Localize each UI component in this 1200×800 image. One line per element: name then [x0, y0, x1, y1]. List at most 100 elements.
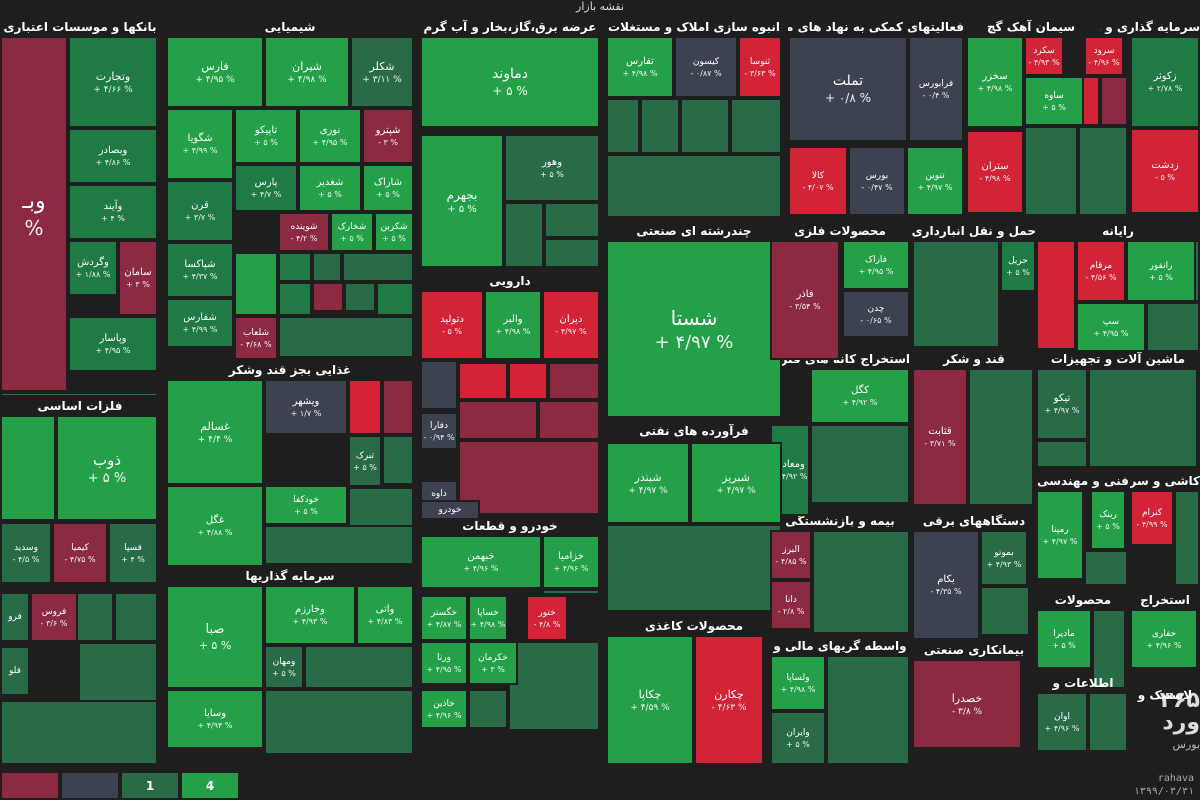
- stock-tile[interactable]: چدن - ۰/۶۵ %: [842, 290, 910, 338]
- stock-tile-unlabeled[interactable]: [0, 700, 158, 765]
- stock-tile[interactable]: زکوثر + ۲/۷۸ %: [1130, 36, 1200, 128]
- stock-tile-unlabeled[interactable]: [74, 592, 114, 642]
- stock-tile[interactable]: وهور + ۵ %: [504, 134, 600, 202]
- stock-tile[interactable]: شغدیر + ۵ %: [298, 164, 362, 212]
- stock-tile-unlabeled[interactable]: [278, 282, 312, 316]
- stock-tile[interactable]: واتی + ۴/۸۳ %: [356, 585, 414, 645]
- stock-tile-unlabeled[interactable]: [468, 689, 508, 729]
- stock-tile[interactable]: ورنا + ۴/۹۵ %: [420, 641, 468, 685]
- stock-tile[interactable]: کیسون - ۰/۸۷ %: [674, 36, 738, 98]
- stock-tile[interactable]: فرابورس - ۰/۴ %: [908, 36, 964, 142]
- stock-tile[interactable]: مرقام - ۴/۵۶ %: [1076, 240, 1126, 302]
- stock-tile-unlabeled[interactable]: [544, 202, 600, 238]
- stock-tile[interactable]: البرز - ۴/۸۵ %: [770, 530, 812, 580]
- stock-tile[interactable]: کنرام - ۴/۹۹ %: [1130, 490, 1174, 546]
- stock-tile[interactable]: وگردش + ۱/۸۸ %: [68, 240, 118, 296]
- stock-tile-unlabeled[interactable]: [264, 525, 414, 565]
- stock-tile[interactable]: شلعاب - ۴/۶۸ %: [234, 316, 278, 360]
- stock-tile[interactable]: ویشهر + ۱/۷ %: [264, 379, 348, 435]
- stock-tile[interactable]: بجهرم + ۵ %: [420, 134, 504, 268]
- stock-tile-unlabeled[interactable]: [1036, 240, 1076, 350]
- stock-tile[interactable]: ثنوسا - ۳/۶۳ %: [738, 36, 782, 98]
- stock-tile[interactable]: خودکفا + ۵ %: [264, 485, 348, 525]
- stock-tile[interactable]: شگویا + ۴/۹۹ %: [166, 108, 234, 180]
- stock-tile[interactable]: اوان + ۴/۹۶ %: [1036, 692, 1088, 752]
- stock-tile[interactable]: فسپا + ۴ %: [108, 522, 158, 584]
- stock-tile[interactable]: غسالم + ۴/۴ %: [166, 379, 264, 485]
- stock-tile[interactable]: شپاکسا + ۴/۳۷ %: [166, 242, 234, 298]
- stock-tile[interactable]: زدشت - ۵ %: [1130, 128, 1200, 214]
- stock-tile-unlabeled[interactable]: [640, 98, 680, 154]
- stock-tile-unlabeled[interactable]: [312, 282, 344, 312]
- stock-tile[interactable]: تاپیکو + ۵ %: [234, 108, 298, 164]
- stock-tile[interactable]: دانا - ۲/۸ %: [770, 580, 812, 630]
- stock-tile-unlabeled[interactable]: [0, 415, 56, 521]
- stock-tile[interactable]: شفارس + ۴/۹۹ %: [166, 298, 234, 348]
- stock-tile[interactable]: وخارزم + ۴/۹۳ %: [264, 585, 356, 645]
- stock-tile[interactable]: ولساپا + ۴/۹۸ %: [770, 655, 826, 711]
- stock-tile-unlabeled[interactable]: [348, 487, 414, 527]
- stock-tile[interactable]: تملت + ۰/۸ %: [788, 36, 908, 142]
- stock-tile[interactable]: خودرو: [420, 500, 480, 520]
- stock-tile[interactable]: کالا - ۴/۰۷ %: [788, 146, 848, 216]
- stock-tile[interactable]: وسایا + ۴/۹۴ %: [166, 689, 264, 749]
- stock-tile[interactable]: قرن + ۳/۷ %: [166, 180, 234, 242]
- stock-tile[interactable]: غگل + ۴/۸۸ %: [166, 485, 264, 567]
- stock-tile[interactable]: چکارن - ۴/۶۳ %: [694, 635, 764, 765]
- stock-tile-unlabeled[interactable]: [1036, 440, 1088, 468]
- stock-tile[interactable]: دماوند + ۵ %: [420, 36, 600, 128]
- stock-tile[interactable]: فلو: [0, 646, 30, 696]
- stock-tile-unlabeled[interactable]: [538, 400, 600, 440]
- stock-tile[interactable]: شبریز + ۴/۹۷ %: [690, 442, 782, 524]
- stock-tile[interactable]: خساپا + ۴/۹۸ %: [468, 595, 508, 641]
- stock-tile[interactable]: شکربن + ۵ %: [374, 212, 414, 252]
- stock-tile[interactable]: شیران + ۴/۹۸ %: [264, 36, 350, 108]
- stock-tile-unlabeled[interactable]: [680, 98, 730, 154]
- stock-tile[interactable]: وتجارت + ۴/۶۶ %: [68, 36, 158, 128]
- stock-tile-unlabeled[interactable]: [0, 392, 158, 397]
- stock-tile-unlabeled[interactable]: [968, 368, 1034, 506]
- stock-tile[interactable]: صبا + ۵ %: [166, 585, 264, 689]
- stock-tile[interactable]: دتولید - ۵ %: [420, 290, 484, 360]
- stock-tile[interactable]: بموتو + ۴/۹۳ %: [980, 530, 1028, 586]
- stock-tile-unlabeled[interactable]: [344, 282, 376, 312]
- stock-tile[interactable]: ساوه + ۵ %: [1024, 76, 1084, 126]
- stock-tile[interactable]: وسدید - ۴/۵ %: [0, 522, 52, 584]
- stock-tile-unlabeled[interactable]: [114, 592, 158, 642]
- stock-tile[interactable]: خصدرا - ۳/۸ %: [912, 659, 1022, 749]
- stock-tile[interactable]: فارس + ۴/۹۵ %: [166, 36, 264, 108]
- stock-tile-unlabeled[interactable]: [458, 440, 600, 515]
- stock-tile[interactable]: بورس - ۰/۴۷ %: [848, 146, 906, 216]
- stock-tile[interactable]: ختور - ۴/۸ %: [526, 595, 568, 641]
- stock-tile[interactable]: سامان + ۳ %: [118, 240, 158, 316]
- stock-tile[interactable]: رانفور + ۵ %: [1126, 240, 1196, 302]
- stock-tile-unlabeled[interactable]: [544, 238, 600, 268]
- stock-tile[interactable]: حفاری + ۴/۹۶ %: [1130, 609, 1198, 669]
- stock-tile[interactable]: فاذر - ۳/۵۴ %: [770, 240, 840, 360]
- stock-tile[interactable]: پارس + ۴/۷ %: [234, 164, 298, 212]
- stock-tile-unlabeled[interactable]: [78, 642, 158, 702]
- stock-tile[interactable]: رمپنا + ۴/۹۷ %: [1036, 490, 1084, 580]
- stock-tile-unlabeled[interactable]: [382, 435, 414, 485]
- stock-tile[interactable]: تفارس + ۴/۹۸ %: [606, 36, 674, 98]
- stock-tile-unlabeled[interactable]: [826, 655, 910, 765]
- stock-tile-unlabeled[interactable]: [508, 641, 600, 731]
- stock-tile[interactable]: تیکو + ۴/۹۷ %: [1036, 368, 1088, 440]
- stock-tile[interactable]: ذوب + ۵ %: [56, 415, 158, 521]
- stock-tile[interactable]: شپترو - ۳ %: [362, 108, 414, 164]
- stock-tile-unlabeled[interactable]: [278, 252, 312, 282]
- stock-tile[interactable]: شوینده - ۴/۲ %: [278, 212, 330, 252]
- stock-tile[interactable]: قثابت - ۳/۷۱ %: [912, 368, 968, 506]
- stock-tile[interactable]: کیمیا - ۴/۷۵ %: [52, 522, 108, 584]
- stock-tile[interactable]: خزامیا + ۴/۹۶ %: [542, 535, 600, 589]
- stock-tile[interactable]: فروس - ۳/۶ %: [30, 592, 78, 642]
- stock-tile[interactable]: شاراک + ۵ %: [362, 164, 414, 212]
- stock-tile[interactable]: سکرد - ۴/۹۳ %: [1024, 36, 1064, 76]
- stock-tile-unlabeled[interactable]: [606, 98, 640, 154]
- stock-tile[interactable]: وآیند + ۴ %: [68, 184, 158, 240]
- stock-tile[interactable]: فاراک + ۴/۹۵ %: [842, 240, 910, 290]
- stock-tile-unlabeled[interactable]: [234, 252, 278, 316]
- stock-tile-unlabeled[interactable]: [278, 316, 414, 358]
- stock-tile-unlabeled[interactable]: [348, 379, 382, 435]
- stock-tile-unlabeled[interactable]: [458, 362, 508, 400]
